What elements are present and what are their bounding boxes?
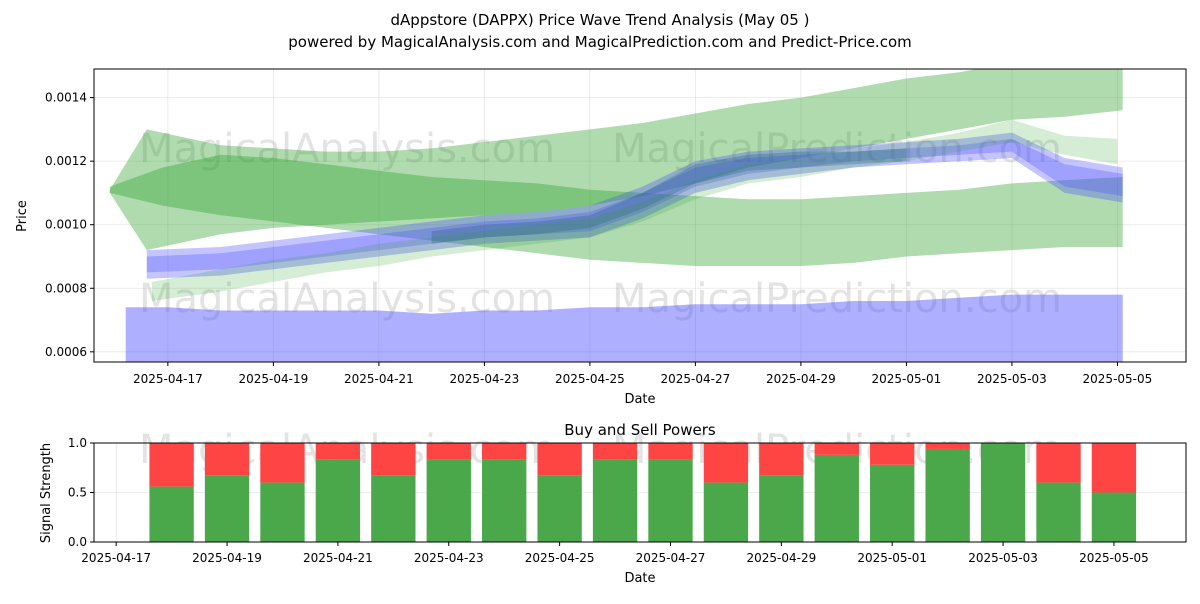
signal-x-label: Date [624,571,655,586]
chart-title: dAppstore (DAPPX) Price Wave Trend Analy… [391,11,810,29]
sell-bar [482,443,527,460]
signal-x-tick-label: 2025-05-05 [1079,551,1149,565]
buy-bar [592,459,638,542]
chart-subtitle: powered by MagicalAnalysis.com and Magic… [288,33,912,51]
price-x-tick-label: 2025-04-19 [238,372,308,386]
sell-bar [204,443,250,476]
price-y-tick-label: 0.0008 [45,281,87,295]
price-bands [109,69,1123,362]
buy-bar [315,459,361,542]
buy-bar [260,482,305,542]
price-x-tick-label: 2025-04-23 [450,372,520,386]
buy-bar [482,459,527,542]
signal-y-tick-label: 0.5 [68,486,87,500]
watermark-text: MagicalAnalysis.com [139,276,555,322]
buy-bar [204,475,250,542]
price-x-tick-label: 2025-04-21 [344,372,414,386]
buy-bar [703,482,749,542]
signal-x-ticks: 2025-04-17 2025-04-19 2025-04-21 2025-04-23… [81,542,1149,565]
price-x-label: Date [624,392,655,407]
price-y-tick-label: 0.0012 [45,154,87,168]
price-x-tick-label: 2025-04-17 [133,372,203,386]
price-x-tick-label: 2025-04-27 [661,372,731,386]
price-panel: MagicalAnalysis.com MagicalPrediction.com… [15,68,1187,407]
signal-x-tick-label: 2025-05-03 [968,551,1038,565]
sell-bar [703,443,749,483]
price-x-ticks: 2025-04-17 2025-04-19 2025-04-21 2025-04-23… [133,362,1152,386]
sell-bar [648,443,693,460]
band-blue-wave-alt [146,138,1123,273]
price-x-tick-label: 2025-04-25 [555,372,625,386]
buy-bar [925,448,970,542]
sell-bar [149,443,194,487]
watermark-text: MagicalAnalysis.com [139,126,555,172]
signal-y-tick-label: 1.0 [68,436,87,450]
sell-bar [870,443,915,465]
price-x-tick-label: 2025-05-03 [977,372,1047,386]
sell-bar [1036,443,1081,483]
band-blue-band-low [125,294,1123,362]
watermark-text: MagicalPrediction.com [612,126,1062,172]
band-green-band-rising [109,69,1123,251]
buy-bar [1036,482,1081,542]
buy-bar [537,475,582,542]
price-grid [94,69,1186,362]
price-y-label: Price [15,200,30,232]
price-x-tick-label: 2025-05-01 [872,372,942,386]
signal-x-tick-label: 2025-04-27 [636,551,706,565]
price-y-tick-label: 0.0006 [45,345,87,359]
buy-bar [648,459,693,542]
buy-bar [1091,492,1137,542]
price-frame [93,68,1187,363]
signal-y-label: Signal Strength [39,443,54,543]
sell-bar [537,443,582,476]
price-y-tick-label: 0.0014 [45,91,87,105]
signal-y-ticks: 0.0 0.5 1.0 [68,436,94,549]
signal-title: Buy and Sell Powers [564,421,716,439]
price-y-ticks: 0.0006 0.0008 0.0010 0.0012 0.0014 [45,91,94,359]
sell-bar [1091,443,1137,493]
signal-x-tick-label: 2025-04-17 [81,551,151,565]
price-x-tick-label: 2025-05-05 [1083,372,1153,386]
signal-x-tick-label: 2025-04-21 [303,551,373,565]
band-light-green-trail [152,119,1118,301]
sell-bar [925,443,970,449]
sell-bar [260,443,305,483]
buy-bar [371,475,416,542]
price-y-tick-label: 0.0010 [45,218,87,232]
signal-y-tick-label: 0.0 [68,535,87,549]
signal-x-tick-label: 2025-04-19 [192,551,262,565]
buy-bar [980,443,1026,542]
sell-bar [592,443,638,460]
sell-bar [315,443,361,460]
buy-bar [870,464,915,542]
band-dark-core [431,148,907,244]
buy-bar [759,475,804,542]
signal-x-tick-label: 2025-04-25 [525,551,595,565]
price-watermarks: MagicalAnalysis.com MagicalPrediction.com… [139,126,1062,322]
sell-bar [371,443,416,476]
buy-bar [426,459,471,542]
price-x-tick-label: 2025-04-29 [766,372,836,386]
signal-panel: Buy and Sell Powers MagicalAnalysis.comM… [39,421,1187,586]
watermark-text: MagicalPrediction.com [612,276,1062,322]
band-green-band-falling [109,154,1123,266]
buy-bar [814,454,859,542]
signal-x-tick-label: 2025-04-23 [414,551,484,565]
band-blue-wave [146,132,1123,279]
signal-bars [149,443,1137,542]
signal-x-tick-label: 2025-05-01 [857,551,927,565]
buy-bar [149,486,194,542]
sell-bar [426,443,471,460]
signal-x-tick-label: 2025-04-29 [746,551,816,565]
sell-bar [759,443,804,476]
sell-bar [814,443,859,455]
